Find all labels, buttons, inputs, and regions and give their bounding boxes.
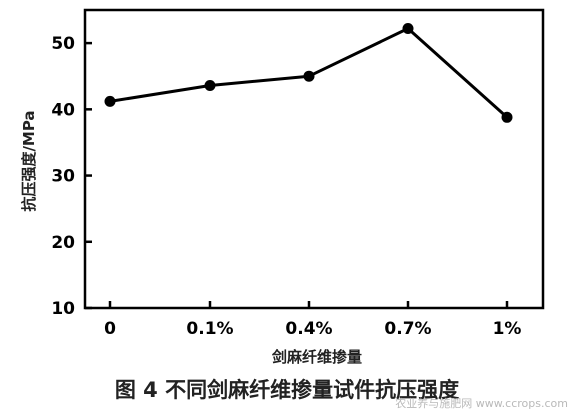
line-chart: 10 20 30 40 50 0 0.1% 0.4% 0.7% 1% 剑麻纤维掺量 抗压强度/M… <box>20 8 545 366</box>
y-tick-label: 30 <box>51 167 75 187</box>
watermark: 农业养与施肥网 www.ccrops.com <box>395 397 568 410</box>
x-tick-label: 0 <box>104 319 116 339</box>
plot-frame <box>83 8 545 310</box>
x-axis-ticks: 0 0.1% 0.4% 0.7% 1% <box>104 301 521 339</box>
data-point <box>204 80 216 91</box>
y-tick-label: 10 <box>51 299 75 319</box>
x-tick-label: 1% <box>493 319 522 339</box>
data-point <box>501 111 513 123</box>
series-line <box>104 23 513 123</box>
y-tick-label: 40 <box>51 100 75 120</box>
y-tick-label: 50 <box>51 34 75 54</box>
data-point <box>303 70 315 82</box>
y-axis-ticks: 10 20 30 40 50 <box>51 34 92 319</box>
x-axis-label: 剑麻纤维掺量 <box>271 348 362 366</box>
figure-caption: 图 4 不同剑麻纤维掺量试件抗压强度 <box>114 378 460 402</box>
x-tick-label: 0.7% <box>384 319 431 339</box>
y-axis-label: 抗压强度/MPa <box>20 110 38 211</box>
x-tick-label: 0.1% <box>186 319 233 339</box>
data-point <box>402 23 414 34</box>
plot-border <box>83 8 545 310</box>
y-tick-label: 20 <box>51 233 75 253</box>
data-point <box>104 95 116 107</box>
x-tick-label: 0.4% <box>285 319 332 339</box>
